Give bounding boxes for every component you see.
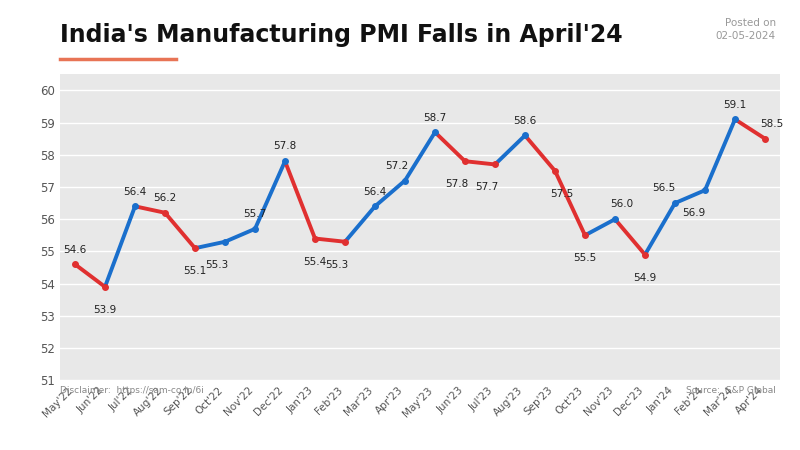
Text: ■SAMCO: ■SAMCO: [696, 419, 780, 437]
Text: 55.3: 55.3: [205, 260, 228, 270]
Text: 56.9: 56.9: [682, 208, 706, 218]
Text: 59.1: 59.1: [723, 99, 746, 110]
Text: 56.4: 56.4: [363, 187, 386, 197]
Text: 55.7: 55.7: [243, 209, 266, 219]
Text: 57.2: 57.2: [385, 161, 408, 171]
Text: 57.5: 57.5: [550, 189, 574, 199]
Text: 57.7: 57.7: [475, 183, 498, 193]
Text: Source:  S&P Global: Source: S&P Global: [686, 386, 776, 395]
Text: 58.5: 58.5: [760, 119, 783, 129]
Text: India's Manufacturing PMI Falls in April'24: India's Manufacturing PMI Falls in April…: [60, 23, 622, 47]
Text: 57.8: 57.8: [274, 141, 297, 152]
Text: 55.1: 55.1: [183, 266, 206, 276]
Text: 54.6: 54.6: [63, 244, 86, 255]
Text: 55.4: 55.4: [303, 256, 326, 266]
Text: 56.2: 56.2: [154, 193, 177, 203]
Text: 56.5: 56.5: [652, 183, 675, 194]
Text: 58.6: 58.6: [514, 116, 537, 126]
Text: 55.3: 55.3: [325, 260, 348, 270]
Text: 53.9: 53.9: [94, 305, 117, 315]
Text: Disclaimer:  https://sam-co.in/6i: Disclaimer: https://sam-co.in/6i: [60, 386, 204, 395]
Text: Posted on
02-05-2024: Posted on 02-05-2024: [716, 18, 776, 41]
Text: 56.0: 56.0: [610, 199, 634, 210]
Text: 58.7: 58.7: [423, 112, 446, 122]
Text: 56.4: 56.4: [123, 187, 146, 197]
Text: 54.9: 54.9: [634, 273, 657, 283]
Text: 57.8: 57.8: [445, 179, 468, 189]
Text: #SAMSHOTS: #SAMSHOTS: [20, 419, 138, 437]
Text: 55.5: 55.5: [574, 253, 597, 263]
